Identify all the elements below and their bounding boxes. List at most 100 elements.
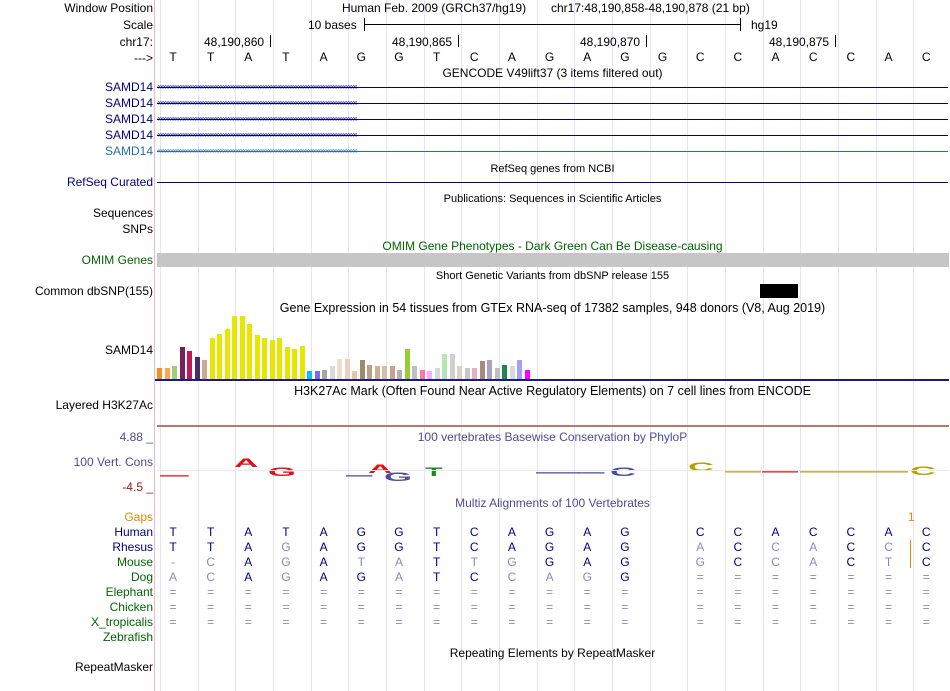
common-dbsnp-label[interactable]: Common dbSNP(155) [34,284,153,298]
alignment-base: = [433,600,441,614]
gtex-tissue-bar[interactable] [524,370,530,379]
gene-model-strand[interactable]: ‹‹‹‹‹‹‹‹‹‹‹‹‹‹‹‹‹‹‹‹‹‹‹‹‹‹‹‹‹‹‹‹‹‹‹‹‹‹‹‹… [157,131,948,140]
dbsnp-variant-block[interactable] [760,284,798,298]
alignment-base: C [921,525,931,539]
gtex-tissue-bar[interactable] [494,368,500,379]
gtex-tissue-bar[interactable] [449,354,455,379]
gtex-tissue-bar[interactable] [382,366,387,379]
multiz-track-title: Multiz Alignments of 100 Vertebrates [455,496,650,510]
gtex-tissue-bar[interactable] [247,324,252,379]
gtex-tissue-bar[interactable] [164,368,170,379]
species-label[interactable]: Zebrafish [102,630,153,644]
gtex-tissue-bar[interactable] [202,360,207,379]
phylop-track-label[interactable]: 100 Vert. Cons [73,455,153,469]
gtex-tissue-bar[interactable] [427,371,432,379]
species-label[interactable]: Rhesus [112,540,153,554]
gtex-tissue-bar[interactable] [464,368,470,379]
gtex-tissue-bar[interactable] [292,349,297,379]
gene-label-samd14-3[interactable]: SAMD14 [104,112,153,126]
gtex-tissue-bar[interactable] [194,357,200,379]
gtex-tissue-bar[interactable] [389,366,395,379]
gtex-tissue-bar[interactable] [277,338,282,379]
scale-db: hg19 [751,18,778,32]
gtex-tissue-bar[interactable] [442,354,447,379]
conservation-glyph: — [872,464,908,478]
refseq-curated-label[interactable]: RefSeq Curated [66,175,153,189]
gtex-tissue-bar[interactable] [502,365,507,379]
gtex-tissue-bar[interactable] [404,349,410,379]
gtex-tissue-bar[interactable] [472,368,477,379]
gtex-tissue-bar[interactable] [509,366,515,379]
alignment-base: = [320,615,328,629]
alignment-base: C [921,540,931,554]
alignment-base: = [169,615,177,629]
gene-model-strand[interactable]: ‹‹‹‹‹‹‹‹‹‹‹‹‹‹‹‹‹‹‹‹‹‹‹‹‹‹‹‹‹‹‹‹‹‹‹‹‹‹‹‹… [157,99,948,108]
gene-label-samd14-4[interactable]: SAMD14 [104,128,153,142]
alignment-base: T [470,555,478,569]
omim-genes-label[interactable]: OMIM Genes [81,253,153,267]
gtex-tissue-bar[interactable] [224,329,230,379]
gtex-tissue-bar[interactable] [314,371,320,379]
gtex-tissue-bar[interactable] [157,368,162,379]
gtex-tissue-bar[interactable] [187,351,192,379]
species-label[interactable]: Human [114,525,153,539]
species-label[interactable]: Elephant [105,585,153,599]
alignment-base: C [884,540,893,554]
gtex-tissue-bar[interactable] [419,370,425,379]
alignment-base: T [432,555,441,569]
gtex-tissue-bar[interactable] [487,360,492,379]
species-label[interactable]: Chicken [109,600,153,614]
grid-line [198,0,199,691]
species-label[interactable]: X_tropicalis [90,615,153,629]
alignment-base: G [620,570,630,584]
gtex-tissue-bar[interactable] [209,338,215,379]
gtex-tissue-bar[interactable] [359,360,365,379]
gtex-tissue-bar[interactable] [352,371,357,379]
gtex-tissue-bar[interactable] [374,366,380,379]
omim-gene-bar[interactable] [157,253,949,267]
alignment-base: = [433,615,441,629]
species-label[interactable]: Mouse [116,555,153,569]
refseq-gene-line[interactable] [157,182,948,183]
h3k27ac-label[interactable]: Layered H3K27Ac [55,398,153,412]
gtex-tissue-bar[interactable] [412,366,417,379]
gtex-tissue-bar[interactable] [337,359,342,379]
gtex-tissue-bar[interactable] [329,366,335,379]
gtex-tissue-bar[interactable] [517,360,522,379]
species-label[interactable]: Dog [130,570,153,584]
h3k27ac-signal[interactable] [157,425,949,427]
repeatmasker-label[interactable]: RepeatMasker [74,660,153,674]
gtex-gene-label[interactable]: SAMD14 [104,343,153,357]
gtex-tissue-bar[interactable] [367,365,372,379]
sequences-label[interactable]: Sequences [92,206,153,220]
gtex-baseline [155,379,949,381]
gtex-tissue-bar[interactable] [269,340,275,379]
gtex-tissue-bar[interactable] [457,366,462,379]
gene-label-samd14-2[interactable]: SAMD14 [104,96,153,110]
gtex-tissue-bar[interactable] [262,338,267,379]
gene-model-strand[interactable]: ‹‹‹‹‹‹‹‹‹‹‹‹‹‹‹‹‹‹‹‹‹‹‹‹‹‹‹‹‹‹‹‹‹‹‹‹‹‹‹‹… [157,147,948,156]
alignment-base: = [244,600,252,614]
gtex-tissue-bar[interactable] [239,316,245,379]
gtex-tissue-bar[interactable] [217,334,222,379]
alignment-base: T [432,540,441,554]
gtex-tissue-bar[interactable] [284,347,290,379]
gene-model-strand[interactable]: ‹‹‹‹‹‹‹‹‹‹‹‹‹‹‹‹‹‹‹‹‹‹‹‹‹‹‹‹‹‹‹‹‹‹‹‹‹‹‹‹… [157,115,948,124]
gtex-tissue-bar[interactable] [179,347,185,379]
gene-model-strand[interactable]: ‹‹‹‹‹‹‹‹‹‹‹‹‹‹‹‹‹‹‹‹‹‹‹‹‹‹‹‹‹‹‹‹‹‹‹‹‹‹‹‹… [157,83,948,92]
gtex-tissue-bar[interactable] [254,335,260,379]
gene-label-samd14-1[interactable]: SAMD14 [104,80,153,94]
gtex-tissue-bar[interactable] [307,371,312,379]
gtex-tissue-bar[interactable] [172,366,177,379]
gtex-tissue-bar[interactable] [397,370,402,379]
snps-label[interactable]: SNPs [122,222,153,236]
scale-text: 10 bases [308,18,357,32]
gene-label-samd14-5[interactable]: SAMD14 [104,144,153,158]
gtex-tissue-bar[interactable] [344,359,350,379]
gtex-expression-bars[interactable] [157,316,537,379]
gtex-tissue-bar[interactable] [322,370,327,379]
gtex-tissue-bar[interactable] [232,316,237,379]
gtex-tissue-bar[interactable] [479,361,485,379]
gtex-tissue-bar[interactable] [299,346,305,379]
gtex-tissue-bar[interactable] [434,368,440,379]
